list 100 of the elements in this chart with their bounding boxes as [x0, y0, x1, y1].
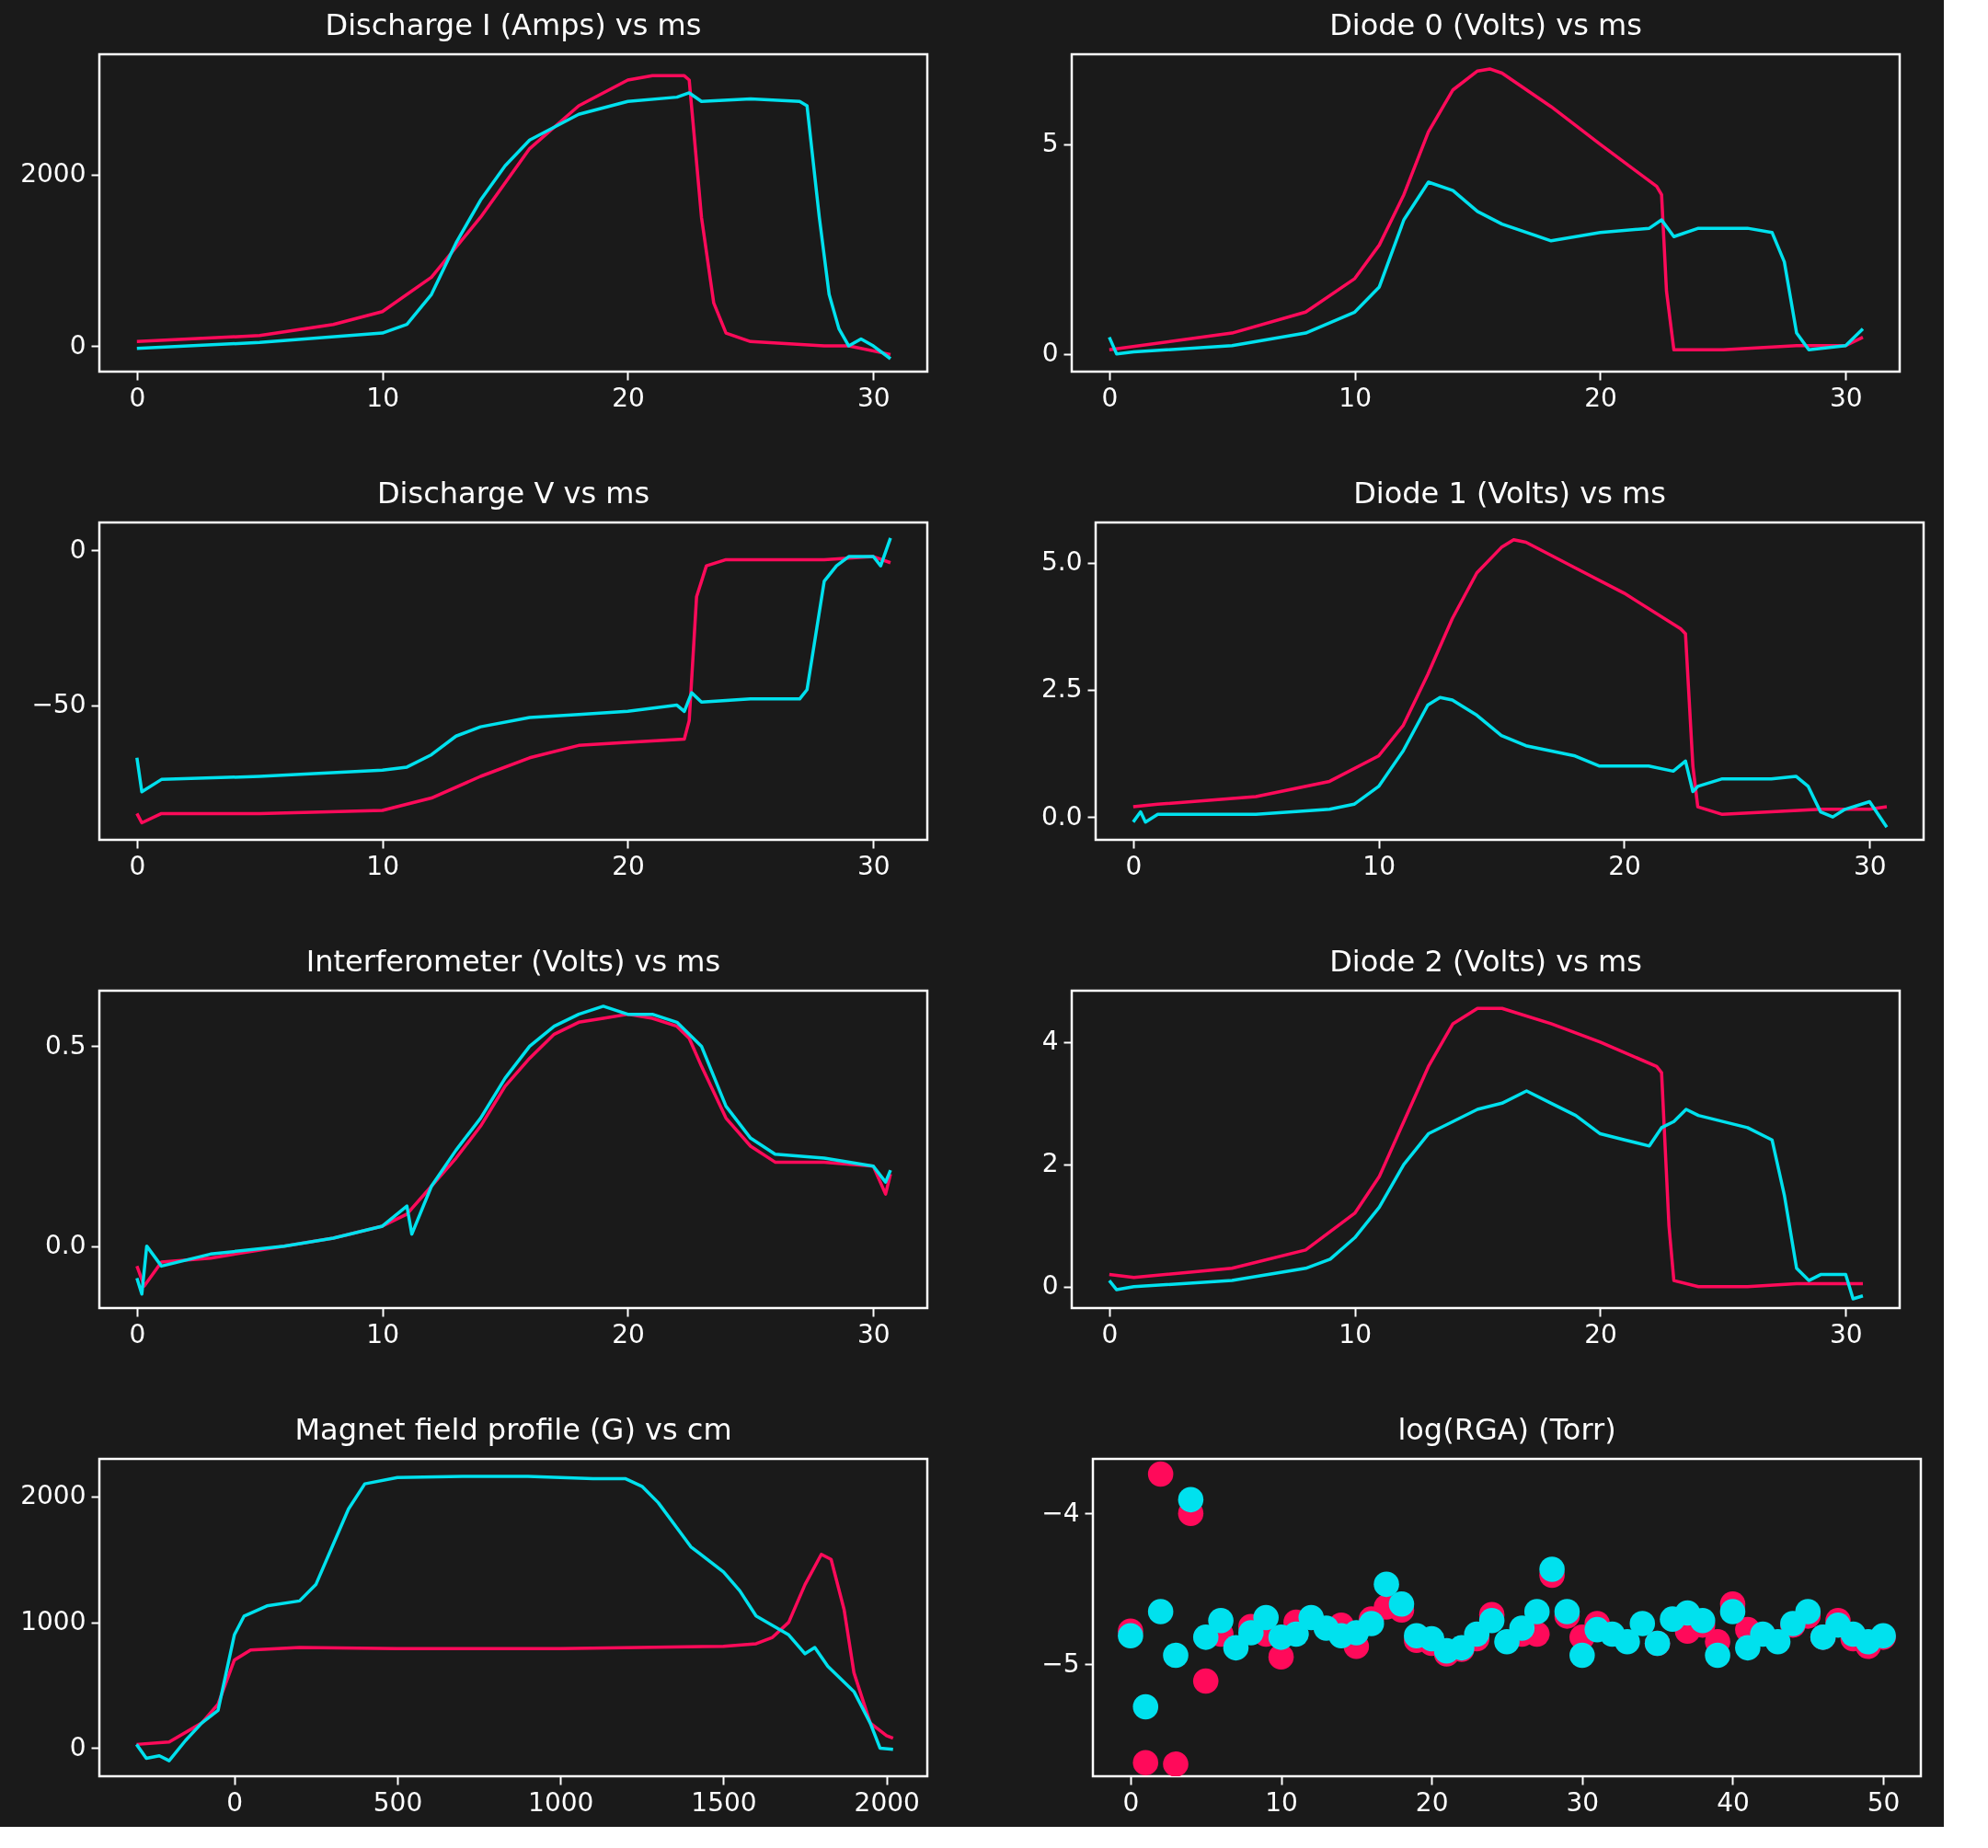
x-tick-label: 0: [1101, 1318, 1119, 1349]
y-tick-label: 2: [1041, 1148, 1059, 1179]
point: [1719, 1599, 1746, 1624]
point: [1689, 1608, 1716, 1634]
point: [1523, 1599, 1550, 1624]
point: [1163, 1751, 1189, 1776]
point: [1373, 1571, 1399, 1598]
point: [1388, 1590, 1415, 1617]
x-tick-label: 20: [612, 850, 645, 881]
line-series: [1108, 1006, 1865, 1289]
point: [1192, 1668, 1219, 1694]
y-tick-label: 0: [69, 329, 86, 361]
point: [1223, 1635, 1249, 1661]
x-tick-label: 20: [1415, 1786, 1449, 1818]
point: [1208, 1608, 1234, 1634]
point: [1118, 1623, 1143, 1648]
line-series: [1132, 695, 1889, 829]
x-tick-label: 1000: [528, 1786, 594, 1818]
x-tick-label: 20: [612, 1318, 645, 1349]
line-series: [1108, 67, 1865, 352]
point: [1147, 1599, 1174, 1624]
point: [1178, 1486, 1204, 1513]
y-tick-label: 2.5: [1040, 673, 1083, 705]
y-tick-label: 4: [1041, 1026, 1059, 1057]
y-tick-label: 0.5: [44, 1029, 86, 1061]
x-tick-label: 0: [226, 1786, 244, 1818]
line-series: [135, 536, 892, 794]
chart-title: log(RGA) (Torr): [1397, 1412, 1616, 1447]
x-tick-label: 0: [129, 1318, 146, 1349]
point: [1569, 1642, 1595, 1669]
point: [1554, 1599, 1580, 1624]
point: [1253, 1604, 1279, 1631]
y-tick-label: 0: [1041, 338, 1059, 369]
y-tick-label: 1000: [20, 1606, 86, 1637]
x-tick-label: 20: [1584, 1318, 1617, 1349]
line-series: [134, 1552, 895, 1747]
chart-title: Diode 1 (Volts) vs ms: [1353, 476, 1666, 511]
x-tick-label: 0: [1101, 382, 1119, 413]
point: [1764, 1629, 1791, 1655]
x-tick-label: 0: [129, 382, 146, 413]
point: [1132, 1693, 1159, 1720]
x-tick-label: 30: [856, 382, 891, 413]
line-series: [1132, 538, 1889, 817]
line-series: [1108, 180, 1865, 356]
x-tick-label: 30: [1829, 1318, 1863, 1349]
x-tick-label: 50: [1867, 1786, 1901, 1818]
point: [1539, 1556, 1565, 1582]
chart-title: Diode 0 (Volts) vs ms: [1329, 7, 1642, 42]
point: [1192, 1624, 1219, 1650]
y-tick-label: −5: [1041, 1647, 1080, 1679]
line-series: [134, 1475, 895, 1762]
x-tick-label: 10: [1339, 1318, 1372, 1349]
point: [1478, 1608, 1505, 1634]
chart-title: Interferometer (Volts) vs ms: [305, 944, 721, 979]
chart-title: Magnet field profile (G) vs cm: [294, 1412, 732, 1447]
point: [1795, 1599, 1821, 1624]
chart-title: Diode 2 (Volts) vs ms: [1329, 944, 1642, 979]
x-tick-label: 20: [1608, 850, 1641, 881]
x-tick-label: 500: [373, 1786, 423, 1818]
point: [1238, 1620, 1264, 1646]
y-tick-label: 0: [69, 534, 86, 565]
x-tick-label: 30: [856, 1318, 891, 1349]
x-tick-label: 30: [1853, 850, 1887, 881]
y-tick-label: 0: [1041, 1270, 1059, 1302]
point: [1163, 1642, 1189, 1669]
x-tick-label: 30: [1566, 1786, 1600, 1818]
point: [1705, 1642, 1730, 1669]
y-tick-label: −4: [1041, 1497, 1080, 1528]
point: [1358, 1611, 1385, 1636]
x-tick-label: 10: [1339, 382, 1372, 413]
x-tick-label: 10: [1265, 1786, 1298, 1818]
x-tick-label: 30: [856, 850, 891, 881]
line-series: [135, 555, 892, 825]
x-tick-label: 1500: [691, 1786, 757, 1818]
y-tick-label: 0.0: [1040, 800, 1083, 832]
x-tick-label: 10: [366, 382, 399, 413]
point: [1132, 1750, 1159, 1775]
chart-title: Discharge V vs ms: [376, 476, 650, 511]
x-tick-label: 20: [1584, 382, 1617, 413]
x-tick-label: 2000: [854, 1786, 920, 1818]
y-tick-label: −50: [31, 689, 86, 720]
y-tick-label: 5: [1041, 128, 1059, 159]
line-series: [1108, 1089, 1865, 1301]
point: [1147, 1461, 1174, 1487]
x-tick-label: 0: [1125, 850, 1143, 881]
x-tick-label: 0: [129, 850, 146, 881]
x-tick-label: 10: [366, 1318, 399, 1349]
point: [1615, 1629, 1640, 1655]
x-tick-label: 10: [1362, 850, 1396, 881]
point: [1629, 1611, 1656, 1636]
y-tick-label: 0.0: [44, 1230, 86, 1261]
y-tick-label: 5.0: [1040, 546, 1083, 578]
x-tick-label: 20: [612, 382, 645, 413]
y-tick-label: 2000: [20, 158, 86, 189]
chart-title: Discharge I (Amps) vs ms: [325, 7, 702, 42]
y-tick-label: 2000: [20, 1480, 86, 1511]
point: [1283, 1621, 1309, 1647]
x-tick-label: 0: [1122, 1786, 1140, 1818]
y-tick-label: 0: [69, 1731, 86, 1762]
x-tick-label: 30: [1829, 382, 1863, 413]
